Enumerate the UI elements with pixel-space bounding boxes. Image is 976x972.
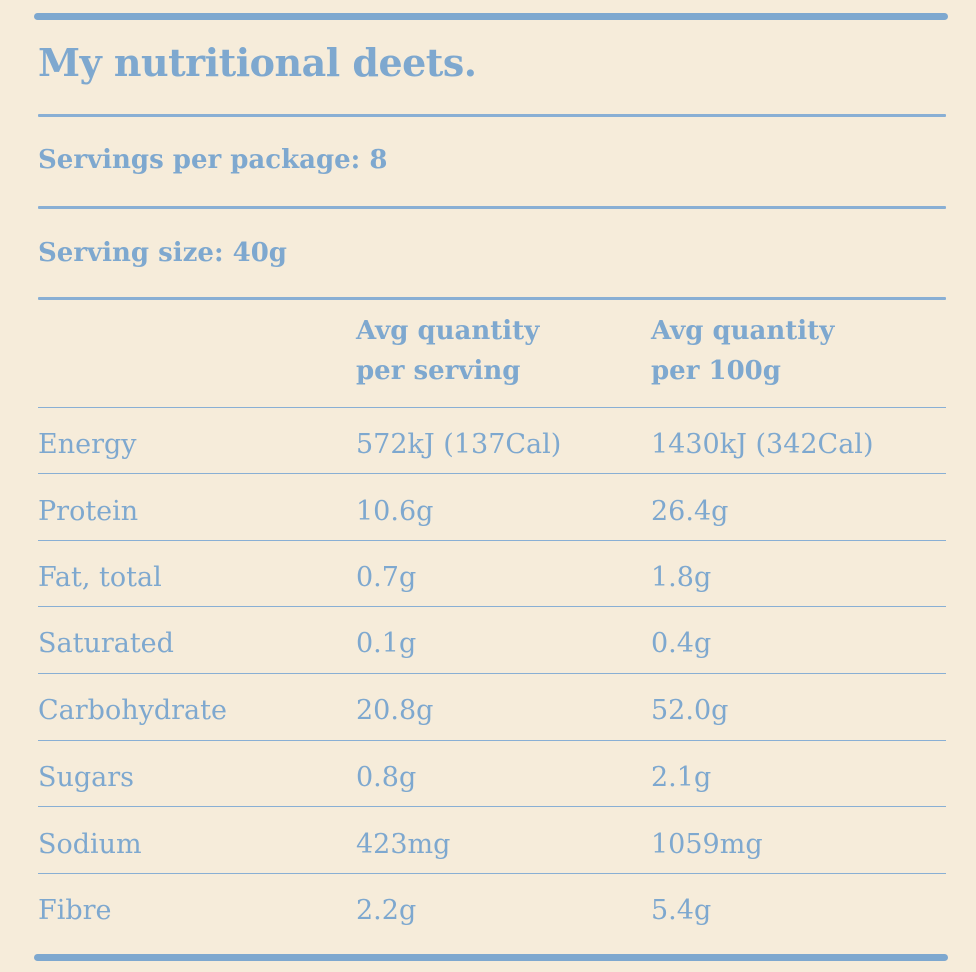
row-divider — [38, 606, 946, 607]
column-header-line: per serving — [356, 356, 521, 386]
top-border — [34, 13, 948, 20]
value-per-serving: 423mg — [356, 829, 451, 860]
nutrient-name: Energy — [38, 429, 137, 460]
row-divider — [38, 806, 946, 807]
value-per-100g: 26.4g — [651, 496, 729, 527]
nutrient-name: Fibre — [38, 895, 112, 926]
column-header-per-100g: Avg quantity per 100g — [651, 311, 834, 391]
value-per-serving: 0.7g — [356, 562, 417, 593]
value-per-serving: 572kJ (137Cal) — [356, 429, 562, 460]
value-per-serving: 20.8g — [356, 695, 434, 726]
nutrient-name: Sugars — [38, 762, 135, 793]
value-per-100g: 52.0g — [651, 695, 729, 726]
divider — [38, 114, 946, 117]
column-header-per-serving: Avg quantity per serving — [356, 311, 539, 391]
value-per-100g: 1430kJ (342Cal) — [651, 429, 874, 460]
nutrient-name: Carbohydrate — [38, 695, 227, 726]
value-per-100g: 2.1g — [651, 762, 712, 793]
row-divider — [38, 673, 946, 674]
column-header-line: Avg quantity — [356, 316, 540, 346]
divider — [38, 297, 946, 300]
value-per-100g: 5.4g — [651, 895, 712, 926]
value-per-100g: 1.8g — [651, 562, 712, 593]
value-per-serving: 0.1g — [356, 628, 417, 659]
nutrient-name: Protein — [38, 496, 139, 527]
serving-size: Serving size: 40g — [38, 238, 287, 268]
row-divider — [38, 540, 946, 541]
nutrient-name: Fat, total — [38, 562, 162, 593]
nutrient-name: Sodium — [38, 829, 142, 860]
value-per-100g: 1059mg — [651, 829, 763, 860]
servings-per-package: Servings per package: 8 — [38, 145, 388, 175]
nutrient-name: Saturated — [38, 628, 174, 659]
row-divider — [38, 873, 946, 874]
value-per-serving: 2.2g — [356, 895, 417, 926]
divider — [38, 206, 946, 209]
value-per-100g: 0.4g — [651, 628, 712, 659]
row-divider — [38, 473, 946, 474]
row-divider — [38, 740, 946, 741]
value-per-serving: 10.6g — [356, 496, 434, 527]
bottom-border — [34, 954, 948, 961]
value-per-serving: 0.8g — [356, 762, 417, 793]
column-header-line: Avg quantity — [651, 316, 835, 346]
nutrition-panel: My nutritional deets. Servings per packa… — [34, 0, 948, 972]
divider — [38, 407, 946, 408]
page-title: My nutritional deets. — [38, 40, 477, 85]
column-header-line: per 100g — [651, 356, 781, 386]
